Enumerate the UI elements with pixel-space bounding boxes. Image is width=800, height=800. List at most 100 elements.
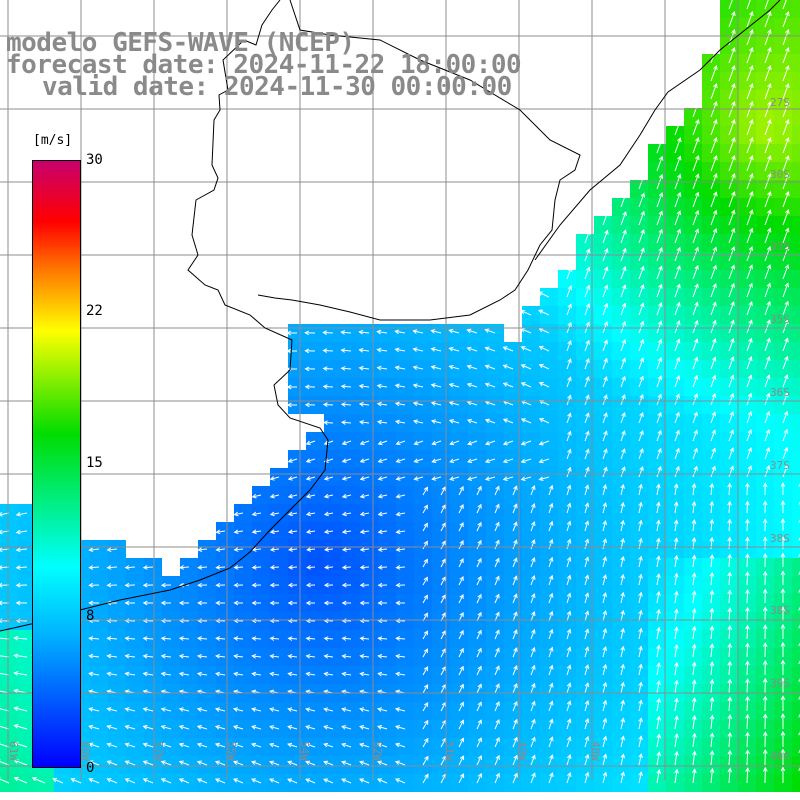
wind-arrow-head	[785, 118, 790, 124]
wind-arrow-head	[88, 671, 94, 677]
wind-arrow-head	[287, 564, 293, 570]
wind-arrow-head	[711, 392, 717, 399]
wind-arrow-head	[727, 536, 732, 542]
wind-arrow-head	[713, 82, 718, 88]
wind-arrow-head	[424, 719, 429, 725]
wind-arrow-head	[675, 411, 680, 417]
wind-arrow-head	[762, 766, 768, 772]
wind-arrow-head	[602, 484, 608, 490]
wind-arrow-head	[749, 190, 754, 196]
wind-arrow	[485, 347, 496, 352]
wind-arrow	[620, 772, 625, 784]
wind-arrow-head	[639, 466, 644, 472]
wind-arrow	[746, 173, 753, 190]
wind-arrow-head	[377, 778, 383, 783]
wind-arrow-head	[286, 384, 292, 390]
wind-arrow	[620, 556, 624, 568]
wind-arrow	[0, 548, 10, 551]
wind-arrow	[746, 750, 749, 766]
wind-arrow-head	[477, 665, 482, 671]
wind-arrow-head	[798, 483, 800, 487]
wind-arrow-head	[676, 283, 681, 289]
wind-arrow	[341, 367, 352, 370]
wind-arrow	[566, 665, 571, 676]
wind-arrow	[161, 778, 172, 784]
wind-arrow-head	[656, 715, 661, 721]
wind-arrow-head	[124, 724, 130, 730]
wind-arrow-head	[215, 636, 221, 641]
wind-arrow-head	[459, 629, 464, 635]
wind-arrow-head	[520, 382, 526, 387]
wind-arrow-head	[13, 653, 19, 659]
wind-arrow-head	[233, 582, 239, 588]
wind-arrow-head	[214, 725, 220, 730]
wind-arrow-head	[694, 319, 699, 325]
wind-arrow-head	[691, 607, 697, 613]
wind-arrow-head	[585, 358, 590, 364]
wind-arrow-head	[323, 636, 329, 641]
wind-arrow	[341, 421, 352, 424]
wind-arrow	[584, 340, 590, 352]
wind-arrow-head	[620, 627, 625, 633]
wind-arrow-head	[197, 582, 203, 588]
wind-arrow-head	[459, 540, 464, 545]
wind-arrow-head	[638, 555, 643, 561]
wind-arrow	[620, 211, 627, 226]
wind-arrow-head	[621, 375, 626, 381]
wind-arrow-head	[620, 555, 625, 561]
wind-arrow-head	[341, 725, 347, 730]
wind-arrow	[782, 356, 788, 370]
wind-arrow-head	[269, 725, 275, 730]
wind-arrow-head	[466, 364, 472, 370]
wind-arrow-head	[0, 512, 3, 517]
wind-arrow-head	[287, 760, 293, 765]
wind-arrow	[107, 566, 118, 569]
wind-arrow-head	[709, 678, 715, 684]
wind-arrow-head	[160, 636, 166, 641]
wind-arrow-head	[584, 628, 590, 634]
wind-arrow	[71, 778, 82, 784]
wind-arrow-head	[749, 64, 754, 70]
wind-arrow	[602, 592, 607, 604]
wind-arrow	[746, 607, 749, 622]
wind-arrow	[602, 718, 607, 730]
wind-arrow-head	[376, 383, 382, 389]
wind-arrow-head	[691, 554, 697, 560]
wind-arrow-head	[727, 625, 733, 630]
wind-arrow	[458, 755, 464, 766]
wind-arrow-head	[306, 564, 311, 570]
wind-arrow-head	[323, 760, 329, 765]
wind-arrow	[674, 357, 680, 370]
wind-arrow-head	[287, 742, 293, 748]
wind-arrow-head	[798, 749, 800, 754]
wind-arrow-head	[694, 191, 700, 197]
wind-arrow-head	[567, 412, 572, 418]
wind-arrow	[342, 566, 352, 569]
wind-arrow-head	[602, 699, 608, 705]
wind-arrow-head	[477, 611, 482, 617]
wind-arrow-head	[341, 582, 347, 588]
wind-arrow	[476, 755, 482, 766]
wind-arrow	[584, 611, 589, 622]
wind-arrow	[270, 655, 280, 658]
wind-arrow-head	[88, 600, 94, 606]
wind-arrow-head	[620, 645, 625, 651]
wind-arrow-head	[124, 653, 130, 659]
wind-arrow	[288, 458, 298, 463]
wind-arrow	[288, 655, 298, 658]
wind-arrow-head	[304, 402, 310, 408]
wind-arrow-head	[13, 688, 19, 694]
wind-arrow	[252, 637, 262, 640]
wind-arrow	[125, 672, 136, 676]
wind-arrow-head	[124, 671, 130, 677]
wind-arrow-head	[765, 410, 771, 416]
wind-arrow-head	[233, 707, 239, 712]
wind-arrow-head	[749, 100, 754, 106]
wind-arrow	[656, 357, 662, 370]
wind-speed-cell	[792, 72, 800, 90]
wind-arrow-head	[604, 229, 609, 235]
wind-arrow	[692, 483, 695, 496]
wind-arrow	[431, 420, 442, 424]
wind-arrow-head	[531, 772, 536, 778]
wind-arrow-head	[638, 681, 643, 687]
